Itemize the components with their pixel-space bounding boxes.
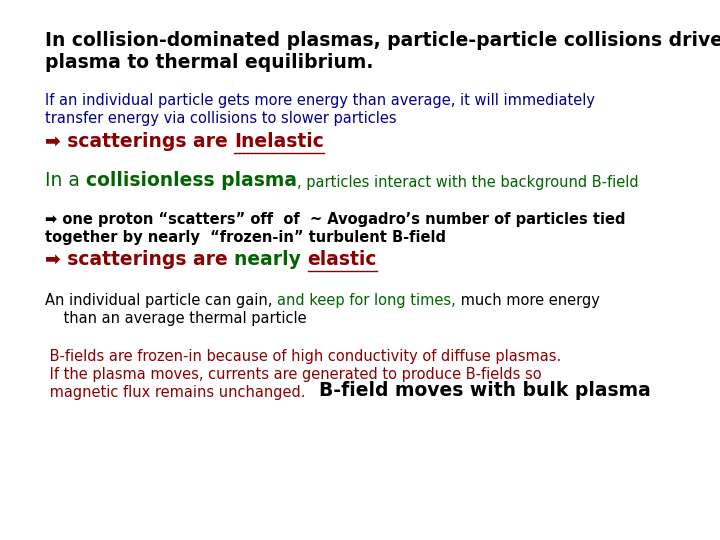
Text: , particles interact with the background B-field: , particles interact with the background… bbox=[297, 175, 639, 190]
Text: together by nearly  “frozen-in” turbulent B-field: together by nearly “frozen-in” turbulent… bbox=[45, 230, 446, 245]
Text: magnetic flux remains unchanged.: magnetic flux remains unchanged. bbox=[45, 385, 320, 400]
Text: In a: In a bbox=[45, 171, 86, 190]
Text: ➡ one proton “scatters” off  of  ~ Avogadro’s number of particles tied: ➡ one proton “scatters” off of ~ Avogadr… bbox=[45, 212, 626, 227]
Text: transfer energy via collisions to slower particles: transfer energy via collisions to slower… bbox=[45, 111, 397, 126]
Text: than an average thermal particle: than an average thermal particle bbox=[45, 311, 307, 326]
Text: collisionless plasma: collisionless plasma bbox=[86, 171, 297, 190]
Text: elastic: elastic bbox=[307, 250, 377, 269]
Text: Inelastic: Inelastic bbox=[234, 132, 324, 151]
Text: If an individual particle gets more energy than average, it will immediately: If an individual particle gets more ener… bbox=[45, 93, 595, 108]
Text: ➡ scatterings are: ➡ scatterings are bbox=[45, 250, 234, 269]
Text: If the plasma moves, currents are generated to produce B-fields so: If the plasma moves, currents are genera… bbox=[45, 367, 541, 382]
Text: An individual particle can gain,: An individual particle can gain, bbox=[45, 293, 277, 308]
Text: B-fields are frozen-in because of high conductivity of diffuse plasmas.: B-fields are frozen-in because of high c… bbox=[45, 349, 562, 364]
Text: In collision-dominated plasmas, particle-particle collisions drive the: In collision-dominated plasmas, particle… bbox=[45, 31, 720, 50]
Text: nearly: nearly bbox=[234, 250, 307, 269]
Text: and keep for long times,: and keep for long times, bbox=[277, 293, 456, 308]
Text: B-field moves with bulk plasma: B-field moves with bulk plasma bbox=[320, 381, 651, 400]
Text: ➡ scatterings are: ➡ scatterings are bbox=[45, 132, 234, 151]
Text: much more energy: much more energy bbox=[456, 293, 600, 308]
Text: plasma to thermal equilibrium.: plasma to thermal equilibrium. bbox=[45, 53, 374, 72]
